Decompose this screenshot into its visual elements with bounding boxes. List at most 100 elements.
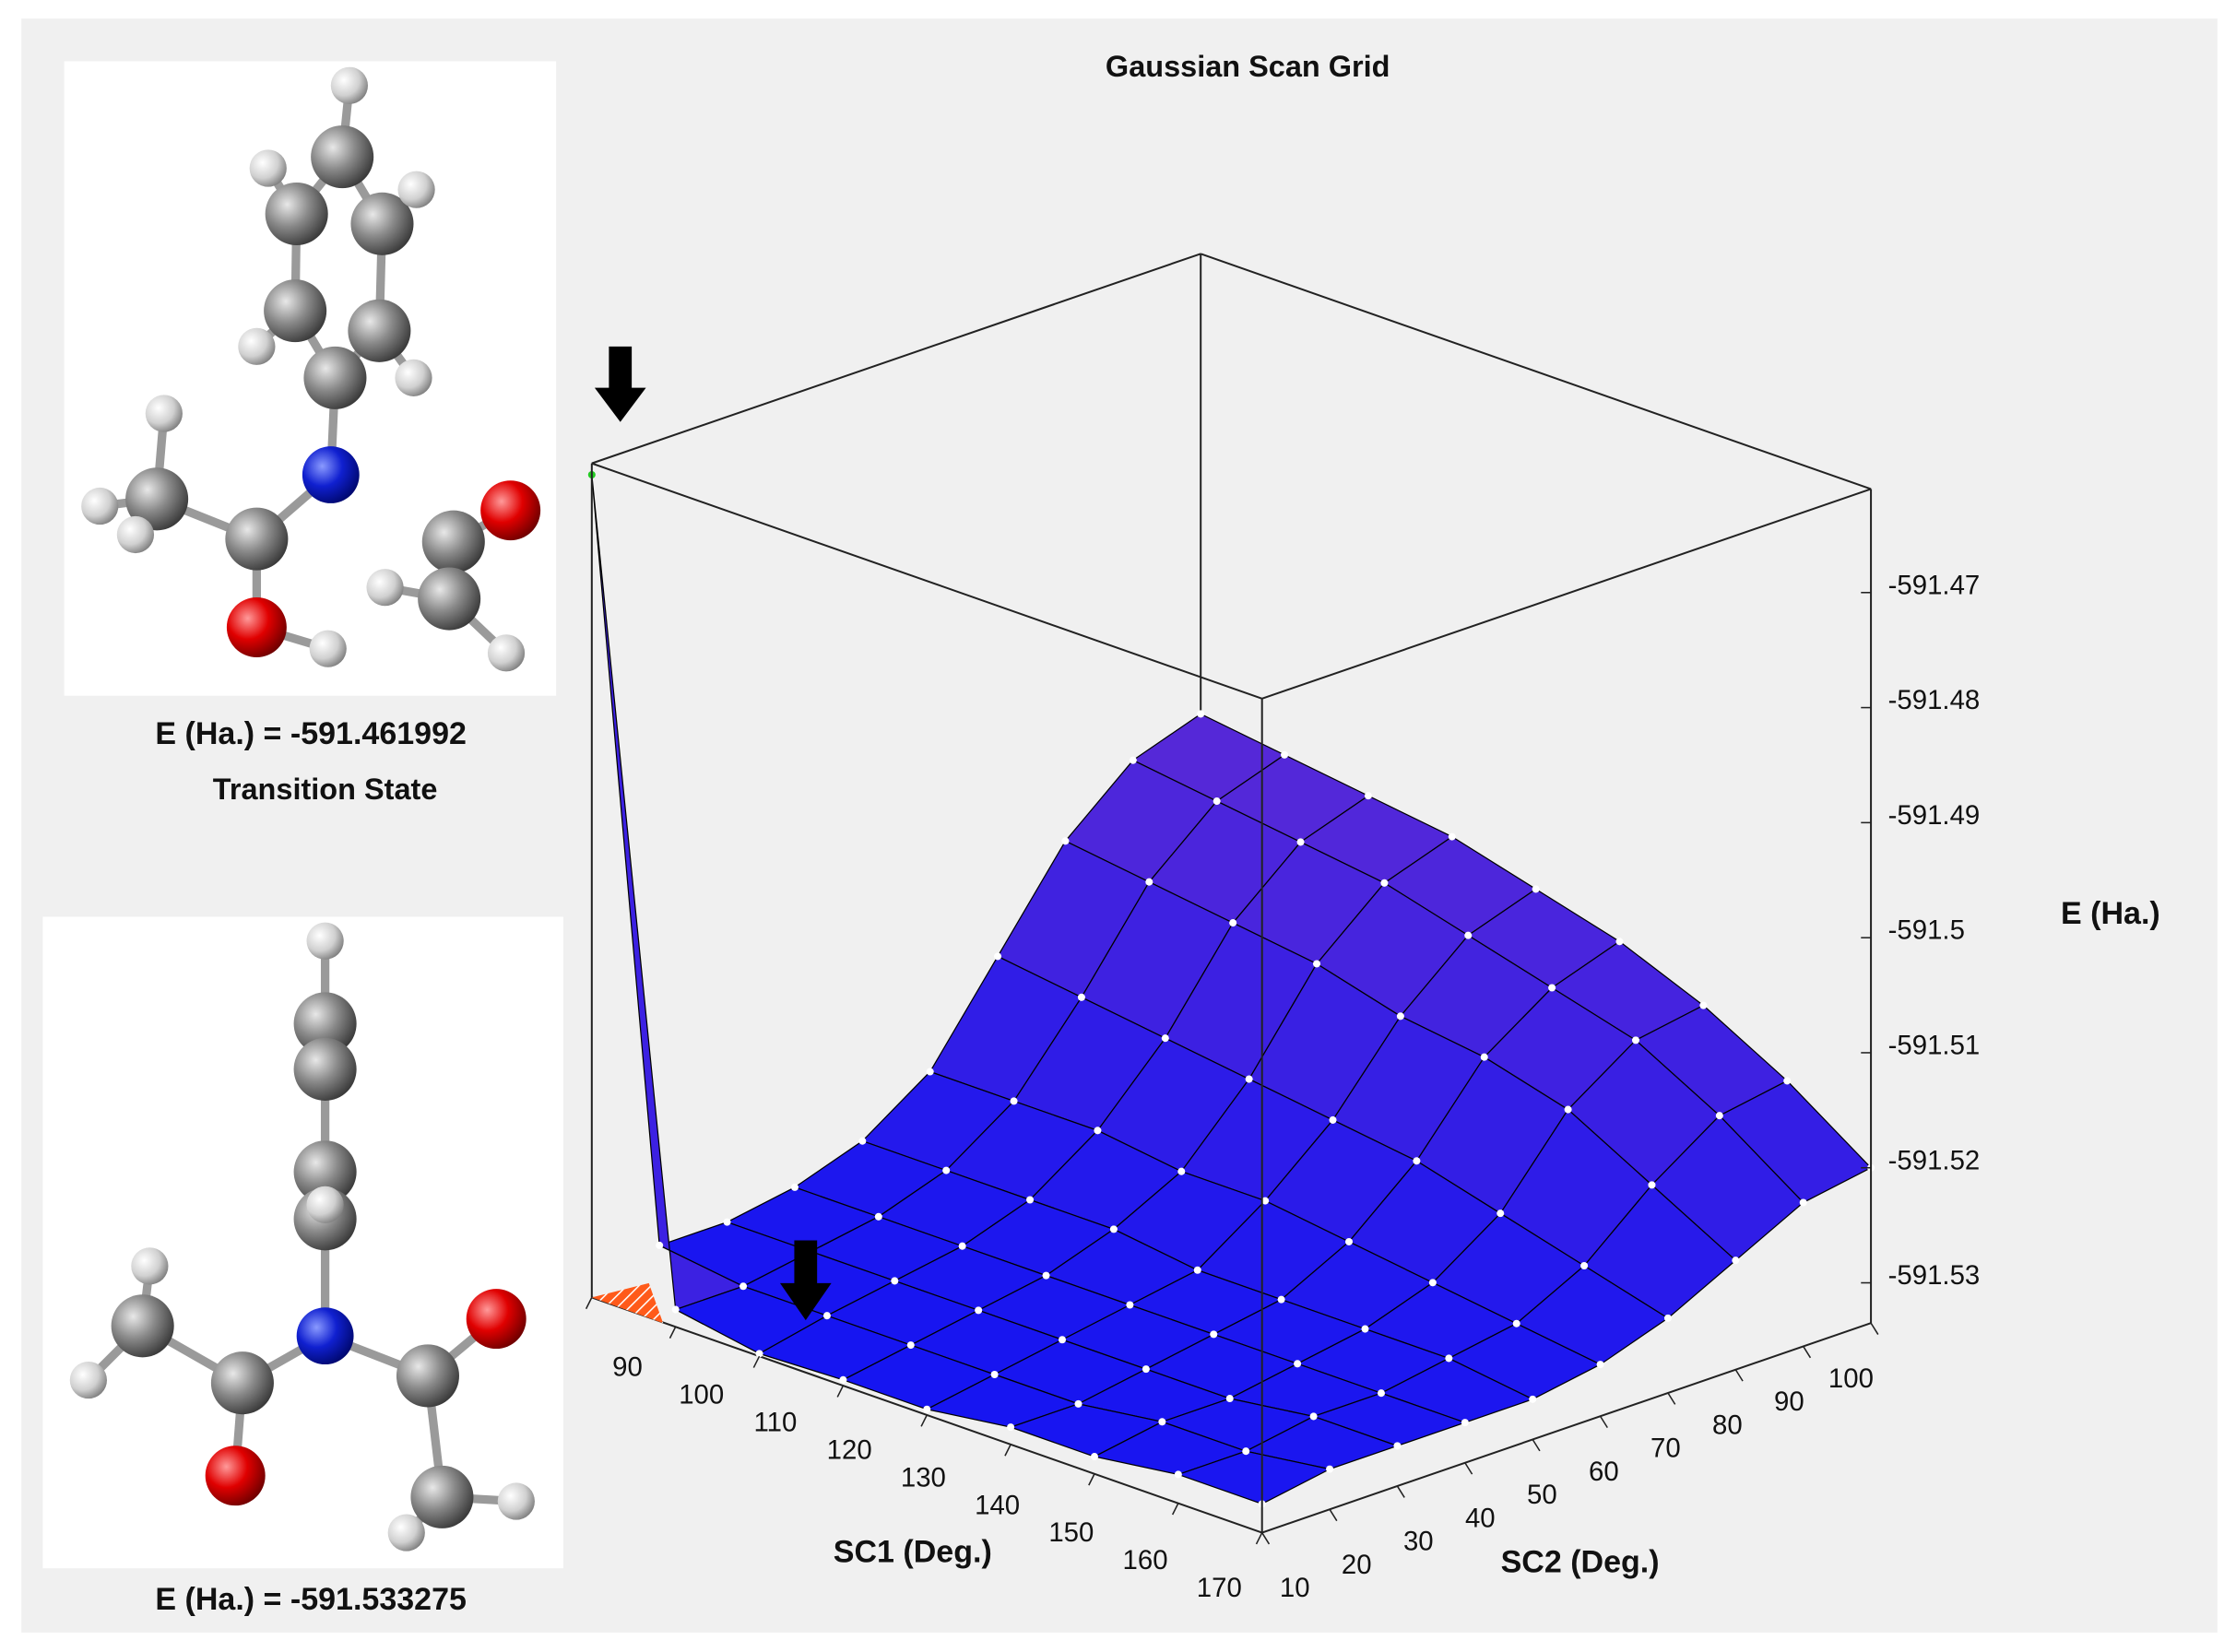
y-tick — [1803, 1346, 1812, 1359]
atom — [131, 1247, 169, 1285]
grid-point — [975, 1306, 983, 1315]
atom — [497, 1482, 535, 1520]
grid-point — [1026, 1196, 1035, 1204]
molecules — [69, 66, 541, 1552]
atom — [116, 515, 155, 554]
y-tick — [1667, 1392, 1676, 1405]
atom — [265, 182, 328, 246]
grid-point — [1361, 1325, 1369, 1333]
grid-point — [656, 1241, 664, 1249]
grid-point — [839, 1375, 847, 1384]
grid-point — [1094, 1127, 1102, 1135]
grid-point — [1296, 838, 1305, 846]
z-tick-label: -591.51 — [1888, 1031, 1981, 1061]
grid-point — [1512, 1319, 1520, 1328]
grid-point — [1648, 1181, 1656, 1189]
atom — [418, 567, 481, 631]
grid-point — [858, 1137, 867, 1145]
grid-point — [1461, 1419, 1469, 1427]
x-tick — [752, 1355, 761, 1368]
y-tick — [1734, 1369, 1744, 1382]
atom — [238, 327, 276, 365]
atom — [421, 510, 485, 573]
atom — [480, 480, 541, 541]
x-tick — [668, 1326, 677, 1339]
atom — [397, 171, 435, 208]
x-tick — [920, 1414, 928, 1427]
grid-point — [671, 1305, 680, 1314]
atom — [350, 192, 414, 255]
box-edge — [591, 253, 1201, 465]
x-tick — [1004, 1444, 1012, 1457]
grid-point — [1596, 1361, 1604, 1369]
y-tick — [1261, 1532, 1271, 1545]
z-axis-label: E (Ha.) — [2061, 896, 2160, 931]
grid-point — [1245, 1075, 1253, 1083]
grid-point — [1225, 1395, 1234, 1403]
z-tick-label: -591.48 — [1888, 685, 1981, 715]
grid-point — [1261, 1197, 1270, 1205]
grid-point — [1326, 1465, 1334, 1473]
grid-point — [1631, 1036, 1640, 1044]
y-tick-label: 40 — [1465, 1503, 1496, 1533]
grid-point — [1663, 1314, 1672, 1322]
grid-point — [1142, 1365, 1150, 1374]
grid-point — [1799, 1198, 1807, 1207]
grid-point — [926, 1068, 934, 1076]
atom — [293, 992, 357, 1056]
grid-point — [1445, 1354, 1453, 1363]
atom — [205, 1446, 266, 1506]
atom — [306, 922, 344, 960]
grid-point — [1109, 1225, 1118, 1233]
atom — [225, 507, 289, 571]
atom — [309, 630, 347, 667]
x-axis-label: SC1 (Deg.) — [834, 1535, 992, 1570]
atom — [296, 1307, 354, 1365]
z-tick-label: -591.5 — [1888, 915, 1965, 946]
atom — [81, 487, 119, 525]
grid-point — [1313, 960, 1321, 968]
grid-point — [1129, 756, 1137, 764]
box-edge — [591, 462, 1263, 700]
atom — [226, 597, 287, 657]
y-tick-label: 100 — [1828, 1363, 1874, 1394]
grid-point — [1197, 710, 1205, 718]
grid-point — [1177, 1167, 1186, 1175]
grid-point — [1396, 1012, 1404, 1021]
x-tick-label: 130 — [901, 1462, 946, 1493]
grid-point — [1074, 1399, 1083, 1408]
grid-point — [1377, 1389, 1385, 1398]
grid-point — [958, 1242, 966, 1250]
x-tick — [1171, 1503, 1179, 1516]
grid-point — [1193, 1266, 1201, 1274]
grid-point — [1210, 1330, 1218, 1339]
atom — [249, 149, 287, 187]
grid-point — [1229, 919, 1237, 927]
grid-point — [723, 1218, 731, 1226]
grid-point — [1364, 792, 1372, 800]
x-tick-label: 120 — [827, 1434, 872, 1465]
y-tick-label: 60 — [1589, 1457, 1619, 1487]
grid-point — [1564, 1105, 1572, 1114]
atom — [264, 279, 327, 343]
energy-label: E (Ha.) = -591.533275 — [155, 1582, 467, 1617]
energy-label: E (Ha.) = -591.461992 — [155, 716, 467, 751]
grid-point — [994, 952, 1002, 961]
atom — [303, 346, 367, 409]
z-tick-label: -591.53 — [1888, 1260, 1981, 1291]
atom — [111, 1294, 174, 1358]
grid-point — [906, 1341, 915, 1350]
atom — [210, 1351, 274, 1415]
grid-point — [990, 1370, 999, 1379]
grid-point — [942, 1166, 951, 1174]
chart-title: Gaussian Scan Grid — [1106, 50, 1390, 83]
atom — [410, 1465, 474, 1528]
box-edge — [1261, 1322, 1872, 1534]
atom — [311, 125, 374, 189]
atom — [396, 1344, 459, 1408]
grid-point — [1090, 1453, 1099, 1461]
grid-point — [1699, 1001, 1708, 1009]
x-tick-label: 170 — [1197, 1573, 1242, 1603]
